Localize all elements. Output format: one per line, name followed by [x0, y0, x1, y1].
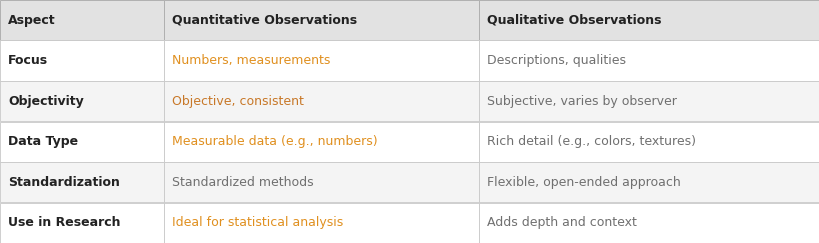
Bar — [164, 0, 479, 41]
Bar — [479, 81, 819, 122]
Bar — [0, 41, 164, 81]
Text: Data Type: Data Type — [8, 135, 79, 148]
Bar — [0, 202, 164, 243]
Bar — [164, 41, 479, 81]
Text: Objective, consistent: Objective, consistent — [172, 95, 304, 108]
Bar — [479, 122, 819, 162]
Bar — [164, 81, 479, 122]
Bar — [479, 162, 819, 202]
Text: Focus: Focus — [8, 54, 48, 67]
Bar — [479, 202, 819, 243]
Bar — [164, 202, 479, 243]
Bar — [0, 81, 164, 122]
Bar — [0, 162, 164, 202]
Text: Measurable data (e.g., numbers): Measurable data (e.g., numbers) — [172, 135, 378, 148]
Bar — [479, 41, 819, 81]
Bar — [479, 0, 819, 41]
Text: Adds depth and context: Adds depth and context — [487, 216, 637, 229]
Bar — [164, 122, 479, 162]
Text: Subjective, varies by observer: Subjective, varies by observer — [487, 95, 677, 108]
Text: Numbers, measurements: Numbers, measurements — [172, 54, 330, 67]
Text: Qualitative Observations: Qualitative Observations — [487, 14, 662, 27]
Bar — [164, 162, 479, 202]
Text: Rich detail (e.g., colors, textures): Rich detail (e.g., colors, textures) — [487, 135, 696, 148]
Bar — [0, 0, 164, 41]
Text: Flexible, open-ended approach: Flexible, open-ended approach — [487, 176, 681, 189]
Text: Descriptions, qualities: Descriptions, qualities — [487, 54, 627, 67]
Text: Use in Research: Use in Research — [8, 216, 120, 229]
Text: Standardization: Standardization — [8, 176, 120, 189]
Text: Aspect: Aspect — [8, 14, 56, 27]
Text: Quantitative Observations: Quantitative Observations — [172, 14, 357, 27]
Text: Objectivity: Objectivity — [8, 95, 84, 108]
Text: Standardized methods: Standardized methods — [172, 176, 314, 189]
Text: Ideal for statistical analysis: Ideal for statistical analysis — [172, 216, 343, 229]
Bar — [0, 122, 164, 162]
